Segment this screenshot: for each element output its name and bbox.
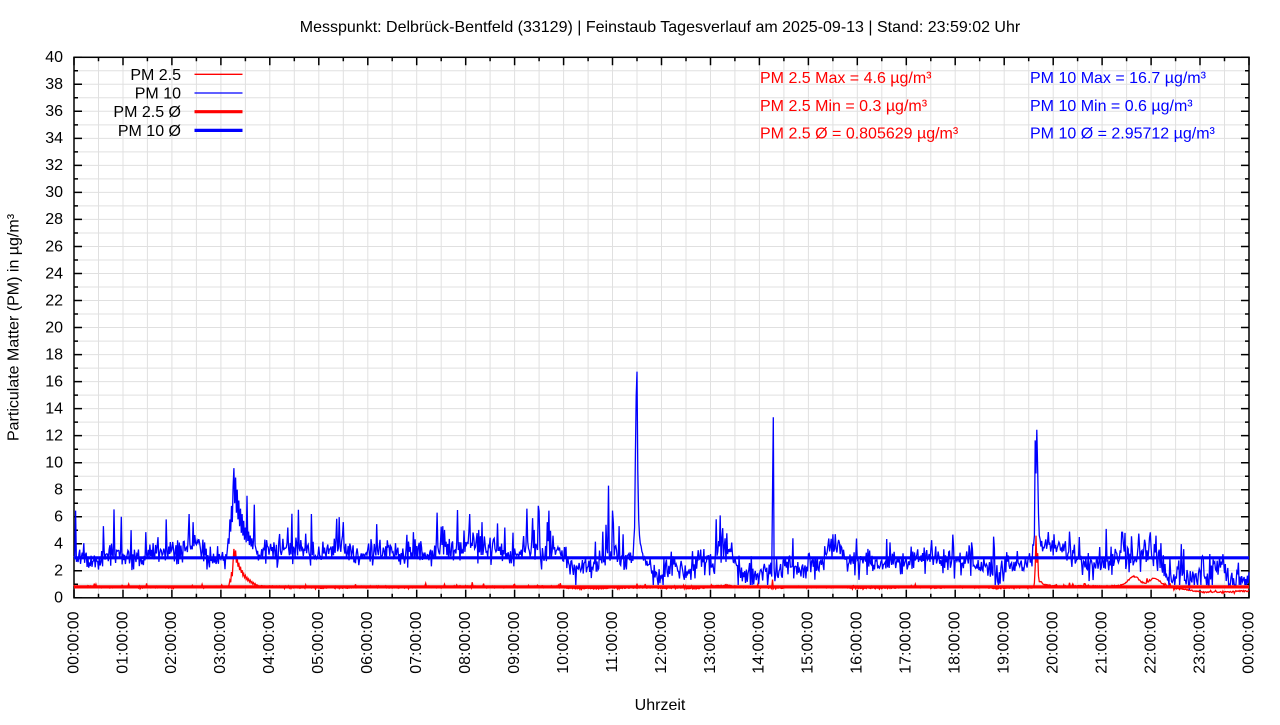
- svg-text:0: 0: [54, 590, 63, 607]
- svg-text:18:00:00: 18:00:00: [947, 611, 964, 673]
- svg-text:8: 8: [54, 482, 63, 499]
- svg-text:04:00:00: 04:00:00: [261, 611, 278, 673]
- svg-text:22: 22: [45, 292, 63, 309]
- svg-text:17:00:00: 17:00:00: [898, 611, 915, 673]
- svg-text:2: 2: [54, 563, 63, 580]
- svg-text:26: 26: [45, 238, 63, 255]
- svg-text:05:00:00: 05:00:00: [310, 611, 327, 673]
- svg-text:PM 2.5 Max = 4.6 µg/m³: PM 2.5 Max = 4.6 µg/m³: [760, 70, 932, 87]
- svg-text:11:00:00: 11:00:00: [604, 611, 621, 672]
- svg-text:08:00:00: 08:00:00: [457, 611, 474, 673]
- svg-text:30: 30: [45, 184, 63, 201]
- svg-text:34: 34: [45, 130, 63, 147]
- svg-text:Particulate Matter (PM) in µg/: Particulate Matter (PM) in µg/m³: [6, 213, 23, 441]
- svg-text:PM 10 Max = 16.7 µg/m³: PM 10 Max = 16.7 µg/m³: [1030, 70, 1207, 87]
- svg-text:20: 20: [45, 319, 63, 336]
- svg-text:22:00:00: 22:00:00: [1142, 611, 1159, 673]
- svg-text:PM 2.5 Ø = 0.805629 µg/m³: PM 2.5 Ø = 0.805629 µg/m³: [760, 126, 959, 143]
- svg-text:10: 10: [45, 455, 63, 472]
- svg-text:28: 28: [45, 211, 63, 228]
- svg-text:24: 24: [45, 265, 63, 282]
- svg-text:PM 2.5: PM 2.5: [130, 67, 181, 84]
- svg-text:12:00:00: 12:00:00: [653, 611, 670, 673]
- svg-text:PM 2.5 Min = 0.3 µg/m³: PM 2.5 Min = 0.3 µg/m³: [760, 98, 928, 115]
- svg-text:10:00:00: 10:00:00: [555, 611, 572, 673]
- svg-text:20:00:00: 20:00:00: [1045, 611, 1062, 673]
- svg-text:PM 10 Ø = 2.95712 µg/m³: PM 10 Ø = 2.95712 µg/m³: [1030, 126, 1216, 143]
- svg-text:PM 10: PM 10: [135, 86, 181, 103]
- svg-text:14: 14: [45, 400, 63, 417]
- svg-text:PM 10 Min = 0.6 µg/m³: PM 10 Min = 0.6 µg/m³: [1030, 98, 1193, 115]
- svg-text:19:00:00: 19:00:00: [996, 611, 1013, 673]
- svg-text:16:00:00: 16:00:00: [849, 611, 866, 673]
- svg-text:40: 40: [45, 49, 63, 66]
- svg-text:07:00:00: 07:00:00: [408, 611, 425, 673]
- svg-text:4: 4: [54, 536, 63, 553]
- svg-text:PM 10 Ø: PM 10 Ø: [118, 123, 181, 140]
- svg-text:14:00:00: 14:00:00: [751, 611, 768, 673]
- svg-text:6: 6: [54, 509, 63, 526]
- svg-text:03:00:00: 03:00:00: [212, 611, 229, 673]
- svg-text:36: 36: [45, 103, 63, 120]
- svg-text:21:00:00: 21:00:00: [1093, 611, 1110, 673]
- svg-text:00:00:00: 00:00:00: [65, 611, 82, 673]
- svg-text:32: 32: [45, 157, 63, 174]
- svg-text:09:00:00: 09:00:00: [506, 611, 523, 673]
- svg-text:16: 16: [45, 373, 63, 390]
- svg-text:06:00:00: 06:00:00: [359, 611, 376, 673]
- svg-text:23:00:00: 23:00:00: [1191, 611, 1208, 673]
- svg-text:PM 2.5 Ø: PM 2.5 Ø: [113, 104, 181, 121]
- svg-text:12: 12: [45, 427, 63, 444]
- svg-text:00:00:00: 00:00:00: [1240, 611, 1257, 673]
- svg-text:38: 38: [45, 76, 63, 93]
- svg-text:01:00:00: 01:00:00: [114, 611, 131, 673]
- svg-text:15:00:00: 15:00:00: [800, 611, 817, 673]
- svg-text:13:00:00: 13:00:00: [702, 611, 719, 673]
- svg-text:02:00:00: 02:00:00: [163, 611, 180, 673]
- svg-text:Uhrzeit: Uhrzeit: [635, 697, 686, 714]
- svg-text:18: 18: [45, 346, 63, 363]
- svg-text:Messpunkt: Delbrück-Bentfeld (: Messpunkt: Delbrück-Bentfeld (33129) | F…: [300, 19, 1021, 36]
